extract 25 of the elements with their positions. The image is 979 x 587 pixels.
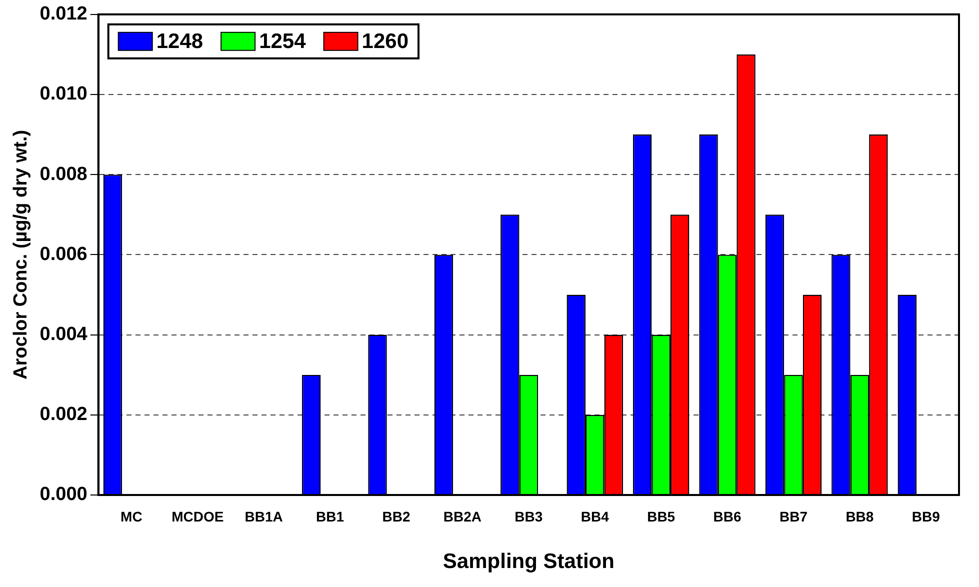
x-tick-label: BB3 <box>514 508 543 524</box>
x-axis-title: Sampling Station <box>442 550 614 574</box>
x-tick-label: BB2A <box>443 508 482 524</box>
y-axis-title: Aroclor Conc. (µg/g dry wt.) <box>10 130 32 380</box>
y-tick-label: 0.012 <box>40 4 88 25</box>
x-tick-label: BB1A <box>244 508 283 524</box>
x-tick-label: BB7 <box>779 508 808 524</box>
x-tick-label: BB5 <box>647 508 676 524</box>
y-tick-label: 0.004 <box>40 324 88 346</box>
x-tick-label: BB2 <box>382 508 410 524</box>
legend-label: 1260 <box>362 30 408 54</box>
x-tick-label: BB8 <box>846 508 874 524</box>
x-tick-label: MCDOE <box>172 508 224 524</box>
y-tick-label: 0.000 <box>40 484 88 506</box>
x-tick-label: BB4 <box>580 508 610 524</box>
x-tick-label: BB1 <box>316 508 344 524</box>
y-tick-label: 0.008 <box>40 164 88 185</box>
x-tick-label: MC <box>120 508 142 524</box>
legend-label: 1248 <box>156 30 204 54</box>
legend-label: 1254 <box>259 30 306 54</box>
y-tick-label: 0.002 <box>40 404 88 426</box>
y-tick-label: 0.010 <box>40 84 88 105</box>
y-tick-label: 0.006 <box>40 244 88 265</box>
x-tick-label: BB6 <box>713 508 742 524</box>
x-tick-label: BB9 <box>912 508 940 524</box>
